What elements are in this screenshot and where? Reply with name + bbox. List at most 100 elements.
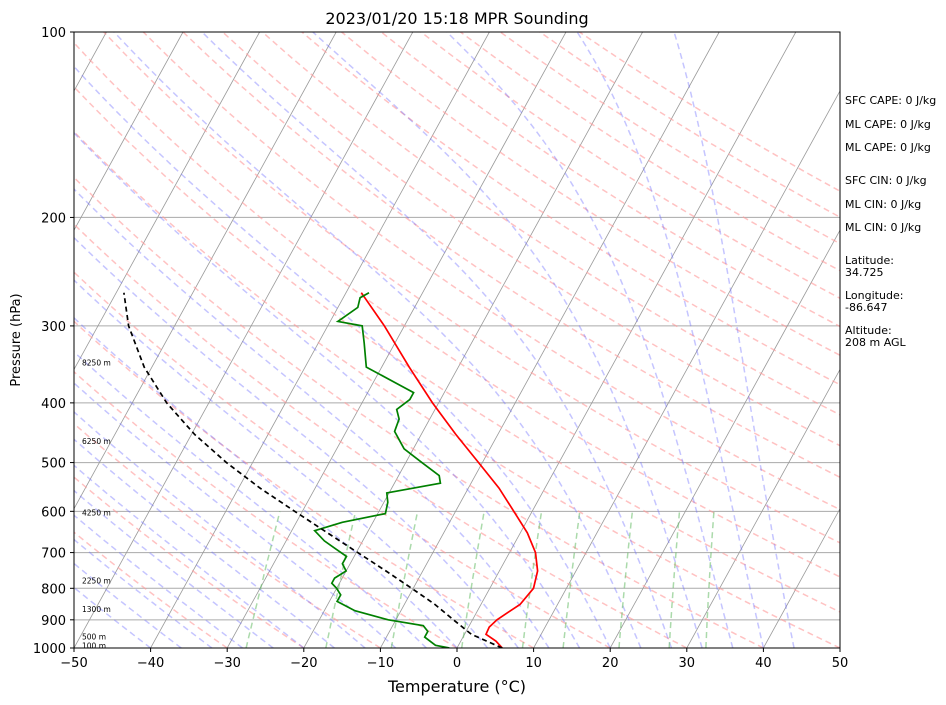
dry-adiabat [74,176,764,648]
mixing-ratio-line [705,511,715,648]
moist-adiabat [74,350,427,648]
y-tick-label: 900 [41,614,66,629]
chart-title: 2023/01/20 15:18 MPR Sounding [325,9,588,28]
mixing-ratio-line [562,511,581,648]
dry-adiabat [74,320,534,648]
isotherm-line [74,32,414,648]
moist-adiabat [74,464,305,648]
moist-adiabat [74,236,519,648]
latitude-value: 34.725 [845,266,884,279]
dry-adiabat [222,32,840,447]
moist-adiabat [74,586,152,648]
isotherm-line [686,368,840,648]
moist-adiabat [74,538,213,648]
dry-adiabat [182,32,840,479]
moist-adiabat [74,188,550,648]
longitude-value: -86.647 [845,301,888,314]
x-tick-label: 20 [602,656,619,671]
height-label: 500 m [82,633,106,642]
moist-adiabat [673,32,795,648]
moist-adiabat [446,32,734,648]
dry-adiabat [341,32,840,357]
dry-adiabat [261,32,840,416]
sfc-cape-text: SFC CAPE: 0 J/kg [845,94,937,107]
sfc-cin-text: SFC CIN: 0 J/kg [845,174,927,187]
moist-adiabat [74,65,611,648]
moist-adiabat [576,32,765,648]
isotherm-line [380,32,720,648]
dry-adiabat [103,32,840,544]
moist-adiabat [74,279,489,648]
sounding-traces [123,291,539,648]
mixing-ratio-line [618,511,634,648]
plot-frame [73,31,841,649]
x-tick-label: −20 [290,656,317,671]
y-tick-label: 800 [41,582,66,597]
ml-cape-text: ML CAPE: 0 J/kg [845,118,931,131]
height-label: 4250 m [82,509,111,518]
x-axis-label: Temperature (°C) [387,677,526,696]
y-tick-label: 700 [41,547,66,562]
dry-adiabat [74,422,381,648]
y-tick-label: 1000 [33,642,66,657]
ml-cin-text: ML CIN: 0 J/kg [845,198,922,211]
dry-adiabat [74,41,840,578]
x-tick-label: −10 [367,656,394,671]
mixing-ratio-line [460,511,485,648]
latitude-label: Latitude: [845,254,894,267]
dry-adiabat [74,370,458,648]
isotherm-line [150,32,490,648]
height-label: 1300 m [82,605,111,614]
moist-adiabat [74,316,458,648]
background-grid [74,32,840,648]
ml-cape-text-2: ML CAPE: 0 J/kg [845,141,931,154]
mixing-ratio-line [521,511,543,648]
isotherm-line [763,507,840,648]
x-tick-label: 30 [679,656,696,671]
moist-adiabat [312,32,703,648]
isotherm-line [74,32,260,371]
dry-adiabat [380,32,840,328]
x-tick-label: −40 [137,656,164,671]
parcel-path [123,292,503,648]
y-tick-label: 500 [41,457,66,472]
dry-adiabat [142,32,840,511]
moist-adiabat [74,382,397,648]
dry-adiabat [74,85,840,613]
moist-adiabat [74,131,581,648]
temperature-trace [360,292,539,648]
altitude-label: Altitude: [845,324,892,337]
moist-adiabat [74,489,274,648]
x-tick-label: −30 [213,656,240,671]
moist-adiabat [113,32,642,648]
mixing-ratio-line [325,511,357,648]
y-tick-label: 600 [41,505,66,520]
isotherm-line [303,32,643,648]
mixing-ratio-line [245,511,281,648]
dry-adiabat [74,531,228,648]
height-label: 100 m [82,642,106,651]
y-tick-label: 200 [41,211,66,226]
axes: −50 −40 −30 −20 −10 0 10 20 30 40 50 100 200 300 400 50… [33,26,848,671]
isotherm-line [74,32,337,510]
x-tick-label: 0 [453,656,461,671]
dry-adiabat [74,223,688,648]
isotherm-line [74,32,184,232]
moist-adiabat [74,514,243,648]
altitude-value: 208 m AGL [845,336,906,349]
mixing-ratio-line [390,511,419,648]
dewpoint-trace [313,291,450,648]
ml-cin-text-2: ML CIN: 0 J/kg [845,221,922,234]
height-label: 8250 m [82,358,111,367]
dry-adiabat [74,130,840,648]
isotherm-line [533,90,840,648]
isotherm-line [609,229,840,648]
x-tick-label: 10 [525,656,542,671]
x-tick-label: 50 [832,656,849,671]
x-tick-label: 40 [755,656,772,671]
y-tick-label: 100 [41,26,66,41]
height-label: 2250 m [82,577,111,586]
longitude-label: Longitude: [845,289,904,302]
